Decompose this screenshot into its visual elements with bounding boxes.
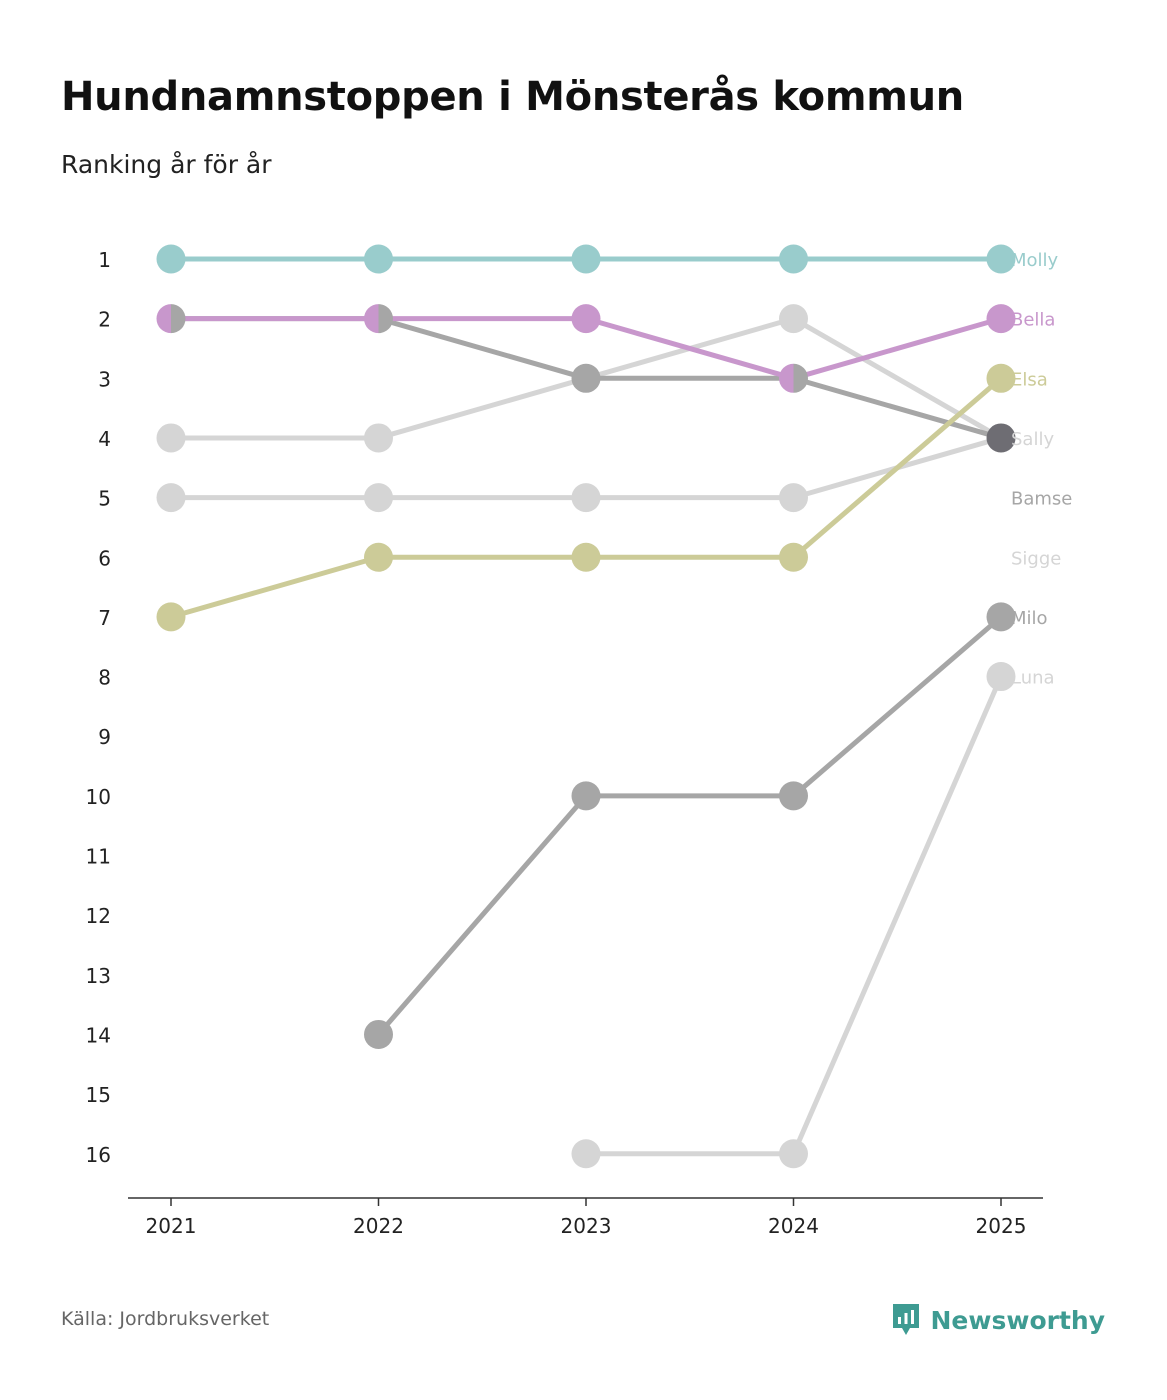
y-tick-label: 16 [86, 1143, 111, 1167]
data-point-bella[interactable] [571, 304, 601, 334]
data-point-sigge[interactable] [364, 423, 393, 453]
brand-logo[interactable]: Newsworthy [891, 1302, 1106, 1338]
end-label-milo: Milo [1011, 608, 1048, 629]
data-point-molly[interactable] [986, 244, 1016, 274]
y-tick-label: 3 [98, 367, 111, 391]
series-line-bella [583, 316, 796, 381]
x-tick-label: 2023 [561, 1214, 612, 1238]
data-point-molly[interactable] [156, 244, 186, 274]
data-point-sally-bella-left[interactable] [779, 363, 794, 393]
data-point-sigge-sally[interactable] [571, 363, 601, 393]
end-label-luna: Luna [1011, 668, 1055, 689]
data-point-sally-bella-left[interactable] [156, 304, 172, 334]
y-tick-label: 6 [98, 546, 111, 570]
end-label-molly: Molly [1011, 250, 1059, 271]
brand-name: Newsworthy [930, 1305, 1106, 1335]
data-point-milo[interactable] [779, 781, 808, 811]
end-label-bella: Bella [1011, 310, 1055, 331]
data-point-sigge[interactable] [156, 423, 186, 453]
data-point-molly[interactable] [571, 244, 601, 274]
y-tick-label: 1 [98, 248, 111, 272]
y-tick-label: 10 [86, 785, 111, 809]
y-tick-label: 14 [86, 1023, 111, 1047]
series-lines [168, 256, 1004, 1157]
series-dots [156, 244, 1016, 1169]
data-point-bamse[interactable] [779, 483, 808, 513]
series-line-bella [791, 316, 1004, 381]
series-line-luna [791, 674, 1004, 1157]
data-point-sigge-bamse-sally[interactable] [986, 423, 1016, 453]
data-point-elsa[interactable] [779, 542, 808, 572]
data-point-bamse[interactable] [156, 483, 186, 513]
data-point-luna[interactable] [571, 1139, 601, 1169]
series-line-milo [791, 614, 1004, 799]
end-label-sally: Sally [1011, 429, 1054, 450]
series-line-elsa [791, 375, 1004, 560]
y-tick-label: 4 [98, 427, 111, 451]
chart-subtitle: Ranking år för år [61, 150, 272, 179]
series-line-sally [791, 375, 1004, 441]
x-axis: 2021 2022 2023 2024 2025 [128, 1197, 1043, 1238]
data-point-bella[interactable] [986, 304, 1016, 334]
data-point-sigge[interactable] [779, 304, 808, 334]
data-point-elsa[interactable] [364, 542, 393, 572]
chart-title: Hundnamnstoppen i Mönsterås kommun [61, 74, 964, 120]
source-note: Källa: Jordbruksverket [61, 1308, 270, 1330]
data-point-milo[interactable] [986, 602, 1016, 632]
y-tick-label: 12 [86, 904, 111, 928]
y-tick-label: 9 [98, 725, 111, 749]
data-point-bamse[interactable] [571, 483, 601, 513]
y-tick-label: 2 [98, 308, 111, 332]
data-point-elsa[interactable] [986, 363, 1016, 393]
y-tick-label: 7 [98, 606, 111, 630]
data-point-bamse[interactable] [364, 483, 393, 513]
data-point-elsa[interactable] [156, 602, 186, 632]
x-tick-label: 2021 [146, 1214, 197, 1238]
data-point-molly[interactable] [779, 244, 808, 274]
data-point-milo[interactable] [364, 1019, 393, 1049]
data-point-sally-bella-right[interactable] [793, 363, 809, 393]
data-point-sally-bella-right[interactable] [171, 304, 186, 334]
data-point-luna[interactable] [779, 1139, 808, 1169]
data-point-sally-bella-left[interactable] [364, 304, 379, 334]
x-tick-label: 2022 [353, 1214, 404, 1238]
end-label-bamse: Bamse [1011, 489, 1072, 510]
end-label-sigge: Sigge [1011, 548, 1061, 569]
series-line-elsa [168, 554, 381, 620]
y-tick-label: 15 [86, 1083, 111, 1107]
data-point-luna[interactable] [986, 662, 1016, 692]
end-labels: Molly Bella Elsa Sally Bamse Sigge Milo Luna [1011, 250, 1072, 689]
y-tick-label: 11 [86, 845, 111, 869]
data-point-molly[interactable] [364, 244, 393, 274]
x-tick-label: 2024 [768, 1214, 819, 1238]
y-tick-label: 5 [98, 487, 111, 511]
series-line-sigge [376, 375, 589, 441]
data-point-sally-bella-right[interactable] [378, 304, 394, 334]
series-line-sigge [791, 316, 1004, 441]
end-label-elsa: Elsa [1011, 369, 1048, 390]
series-line-milo [376, 793, 589, 1037]
y-tick-label: 13 [86, 964, 111, 988]
y-tick-label: 8 [98, 666, 111, 690]
x-tick-label: 2025 [976, 1214, 1027, 1238]
series-line-sally [376, 316, 589, 381]
data-point-elsa[interactable] [571, 542, 601, 572]
data-point-milo[interactable] [571, 781, 601, 811]
newsworthy-logo-icon [892, 1304, 919, 1335]
